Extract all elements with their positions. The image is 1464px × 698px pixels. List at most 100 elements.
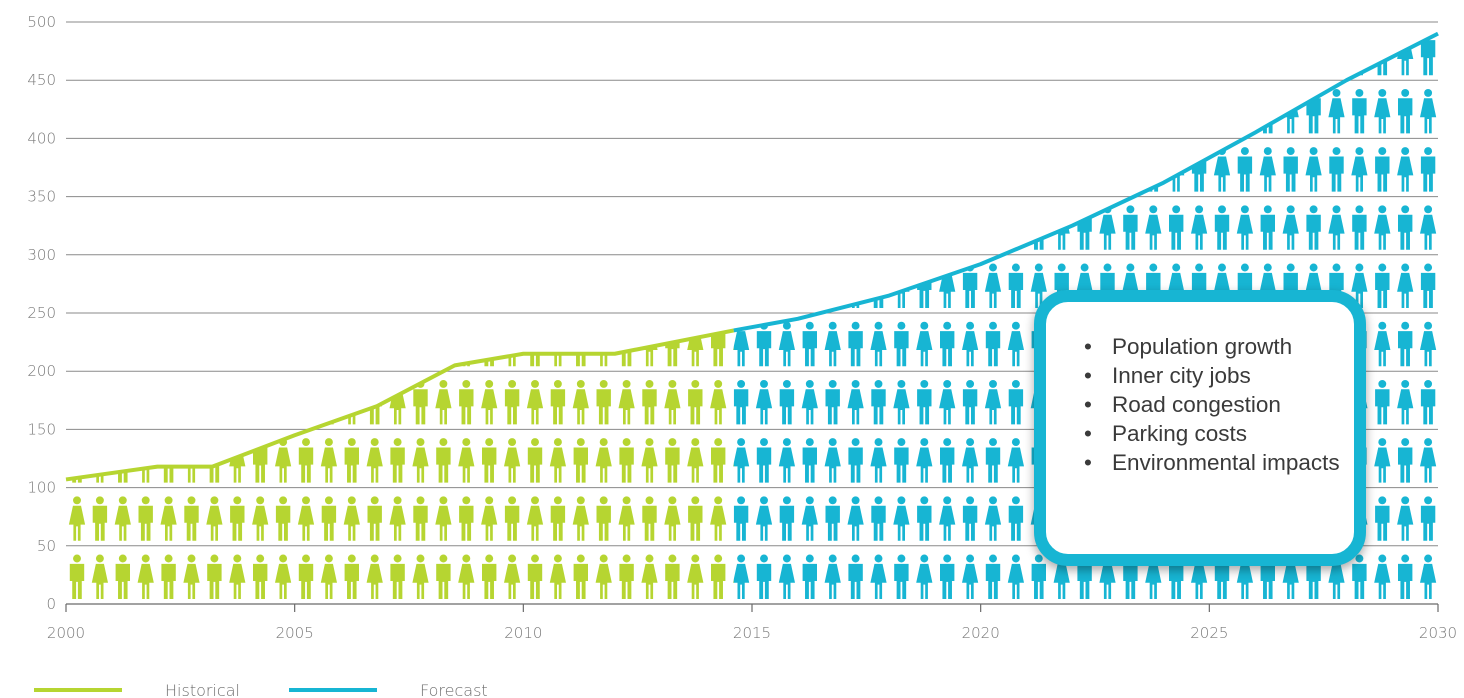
person-icon <box>93 147 107 191</box>
person-icon <box>1374 554 1391 599</box>
person-icon <box>1099 88 1116 134</box>
person-icon <box>482 554 497 599</box>
person-icon <box>390 264 406 308</box>
person-icon <box>390 205 404 249</box>
person-icon <box>92 89 108 133</box>
person-icon <box>207 205 221 249</box>
person-icon <box>1169 205 1184 250</box>
person-icon <box>92 89 108 133</box>
person-icon <box>92 496 108 541</box>
person-icon <box>70 89 84 133</box>
person-icon <box>1375 31 1389 75</box>
person-icon <box>504 379 520 425</box>
person-icon <box>687 89 703 133</box>
person-icon <box>297 379 315 425</box>
person-icon <box>596 205 612 249</box>
person-icon <box>320 554 337 599</box>
person-icon <box>825 33 840 76</box>
person-icon <box>619 89 633 133</box>
person-icon <box>939 496 956 541</box>
person-icon <box>848 31 864 75</box>
person-icon <box>756 205 772 250</box>
person-icon <box>1374 321 1391 367</box>
person-icon <box>183 322 199 366</box>
person-icon <box>161 380 177 424</box>
person-icon <box>574 89 588 133</box>
person-icon <box>574 205 588 249</box>
person-icon <box>527 31 543 75</box>
person-icon <box>802 554 817 599</box>
person-icon <box>893 147 910 192</box>
person-icon <box>962 321 979 367</box>
person-icon <box>412 554 429 599</box>
person-icon <box>848 89 862 133</box>
person-icon <box>916 438 933 483</box>
y-tick-label: 150 <box>27 420 56 438</box>
person-icon <box>183 438 200 483</box>
y-tick-label: 250 <box>27 304 56 322</box>
person-icon <box>894 88 909 134</box>
person-icon <box>848 88 863 134</box>
person-icon <box>137 330 154 367</box>
person-icon <box>528 322 542 366</box>
x-tick-label: 2020 <box>962 624 1000 642</box>
person-icon <box>619 322 633 366</box>
person-icon <box>1397 379 1414 425</box>
person-icon <box>458 554 475 599</box>
person-icon <box>642 147 656 191</box>
person-icon <box>664 264 680 308</box>
person-icon <box>229 554 246 599</box>
person-icon <box>413 264 427 308</box>
person-icon <box>344 147 360 191</box>
person-icon <box>206 264 222 308</box>
person-icon <box>435 379 452 425</box>
person-icon <box>413 31 427 75</box>
person-icon <box>780 31 794 75</box>
person-icon <box>481 147 497 191</box>
person-icon <box>458 330 475 367</box>
person-icon <box>642 496 657 541</box>
person-icon <box>711 205 725 249</box>
person-icon <box>688 496 703 541</box>
person-icon <box>275 554 292 599</box>
person-icon <box>1259 33 1276 76</box>
person-icon <box>322 380 336 424</box>
person-icon <box>276 147 290 191</box>
person-icon <box>985 88 1001 134</box>
person-icon <box>733 554 750 599</box>
person-icon <box>1329 147 1344 192</box>
person-icon <box>597 31 611 75</box>
person-icon <box>573 31 589 75</box>
person-icon <box>733 33 749 76</box>
person-icon <box>459 264 473 308</box>
person-icon <box>1169 89 1183 133</box>
person-icon <box>183 438 199 482</box>
person-icon <box>642 31 656 75</box>
person-icon <box>1329 33 1344 76</box>
person-icon <box>276 31 290 75</box>
person-icon <box>1077 89 1091 133</box>
person-icon <box>390 31 406 75</box>
person-icon <box>229 89 245 133</box>
person-icon <box>161 147 177 191</box>
person-icon <box>1398 438 1413 483</box>
person-icon <box>848 554 863 599</box>
person-icon <box>138 205 154 249</box>
person-icon <box>390 322 404 366</box>
person-icon <box>93 31 107 75</box>
person-icon <box>574 89 588 133</box>
person-icon <box>665 89 679 133</box>
person-icon <box>596 89 612 133</box>
person-icon <box>755 263 773 308</box>
person-icon <box>482 438 497 483</box>
person-icon <box>573 147 589 191</box>
person-icon <box>116 89 130 133</box>
person-icon <box>733 438 750 483</box>
person-icon <box>161 330 176 367</box>
person-icon <box>572 379 589 425</box>
person-icon <box>551 147 565 191</box>
person-icon <box>802 31 818 75</box>
person-icon <box>847 496 864 541</box>
person-icon <box>894 205 908 249</box>
person-icon <box>505 264 519 308</box>
